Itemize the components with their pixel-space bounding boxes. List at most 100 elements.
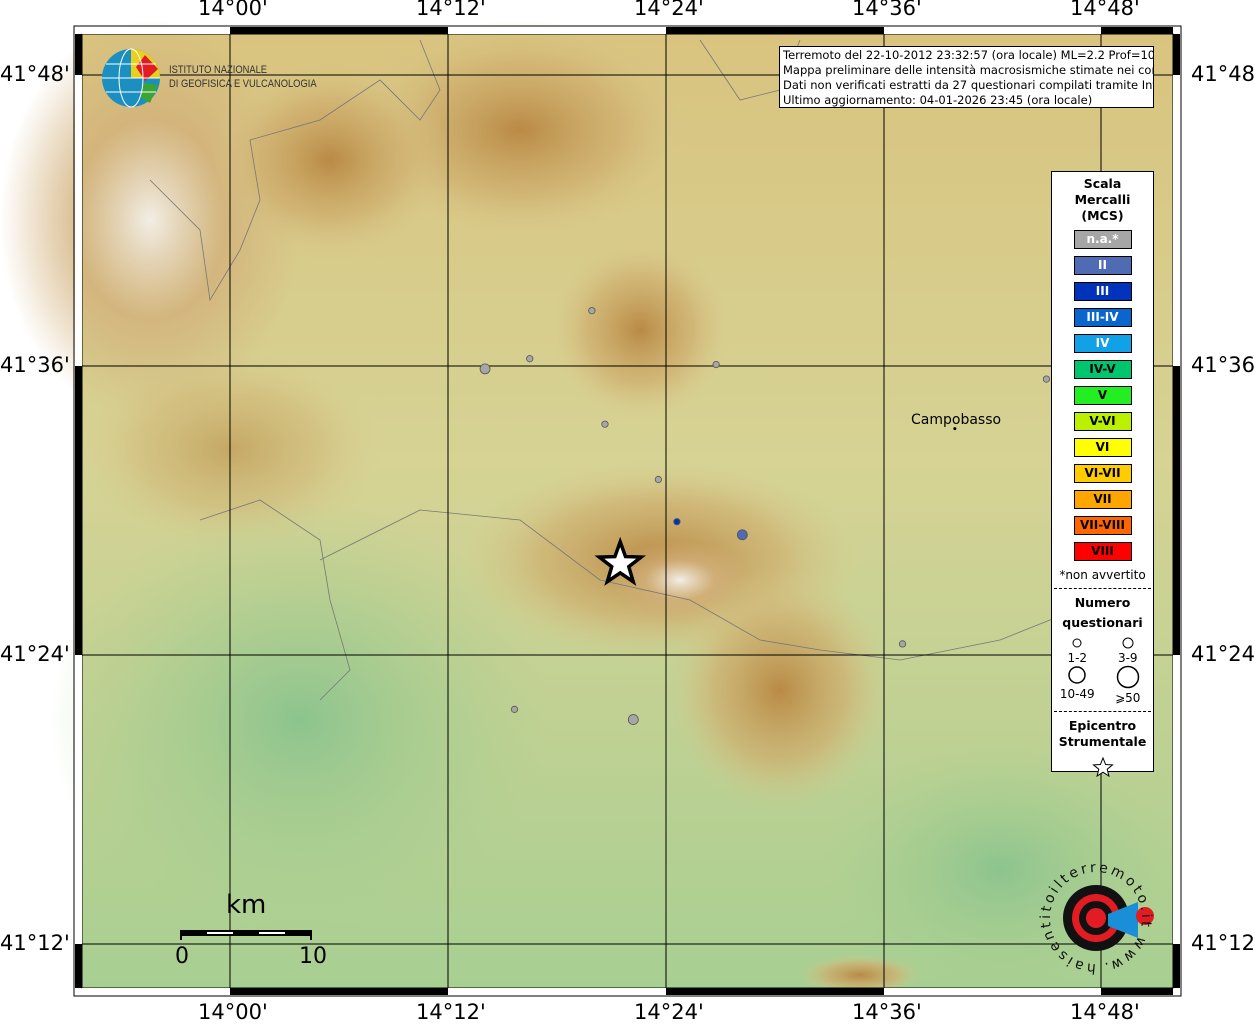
legend-title: Scala [1083, 176, 1122, 191]
lat-tick-left: 41°36' [0, 353, 70, 377]
observation-point [1042, 375, 1051, 383]
epicenter-star-icon [594, 536, 646, 586]
mcs-swatch: IV [1073, 334, 1132, 353]
observation-point [736, 529, 748, 541]
scale-bar [180, 930, 312, 940]
lon-tick-top: 14°00' [198, 0, 268, 20]
frame-band [448, 27, 666, 34]
info-line: Terremoto del 22-10-2012 23:32:57 (ora l… [783, 48, 1154, 62]
epicenter-title: Strumentale [1058, 734, 1147, 749]
lon-tick-bottom: 14°24' [634, 1000, 704, 1024]
mcs-scale: n.a.* II III III-IV IV IV-V V V-VI VI VI-VII VII VI… [1052, 230, 1153, 561]
lon-tick-top: 14°24' [634, 0, 704, 20]
divider [1054, 711, 1151, 712]
observation-point [510, 705, 519, 713]
place-marker-campobasso [953, 427, 957, 431]
scale-unit: km [226, 890, 267, 920]
lat-tick-right: 41°24' [1191, 642, 1255, 666]
observation-point [479, 363, 491, 375]
lat-tick-left: 41°48' [0, 62, 70, 86]
count-title: questionari [1062, 615, 1143, 630]
ingv-logo-text: ISTITUTO NAZIONALE DI GEOFISICA E VULCANO… [169, 63, 317, 91]
mcs-swatch: III [1073, 282, 1132, 301]
lon-tick-top: 14°48' [1070, 0, 1140, 20]
observation-point [898, 640, 907, 648]
ingv-line2: DI GEOFISICA E VULCANOLOGIA [169, 78, 317, 90]
frame-band [884, 988, 1101, 995]
count-label: ⩾50 [1115, 691, 1141, 705]
legend: Scala Mercalli (MCS) n.a.* II III III-IV IV I… [1051, 171, 1154, 778]
observation-point [601, 420, 609, 428]
lat-tick-right: 41°12' [1191, 931, 1255, 955]
divider [1054, 588, 1151, 589]
observation-point [588, 307, 596, 315]
mcs-swatch: V-VI [1073, 412, 1132, 431]
legend-note: *non avvertito [1059, 568, 1146, 582]
frame-band [75, 75, 82, 366]
lat-tick-right: 41°36' [1191, 353, 1255, 377]
frame-band [82, 988, 230, 995]
count-title: Numero [1074, 595, 1131, 610]
frame-band [75, 655, 82, 944]
frame-band [1101, 27, 1173, 34]
lon-tick-bottom: 14°12' [416, 1000, 486, 1024]
frame-band [82, 27, 230, 34]
lon-tick-bottom: 14°00' [198, 1000, 268, 1024]
frame-band [230, 988, 448, 995]
lon-tick-top: 14°12' [416, 0, 486, 20]
place-label-campobasso: Campobasso [911, 412, 1002, 428]
frame-border [73, 25, 1182, 997]
admin-boundaries [149, 39, 1101, 701]
lat-tick-right: 41°48' [1191, 62, 1255, 86]
frame-band [1101, 988, 1173, 995]
info-line: Dati non verificati estratti da 27 quest… [783, 78, 1154, 92]
mcs-swatch: n.a.* [1073, 230, 1132, 249]
frame-band [666, 27, 884, 34]
lon-tick-bottom: 14°36' [852, 1000, 922, 1024]
frame-band [1173, 75, 1180, 366]
frame-band [75, 944, 82, 988]
observation-point [654, 475, 662, 484]
ingv-logo [100, 47, 162, 113]
frame-band [1173, 34, 1180, 75]
scale-label-10: 10 [299, 944, 327, 969]
map-frame [73, 25, 1182, 997]
count-label: 3-9 [1117, 651, 1138, 665]
info-line: Ultimo aggiornamento: 04-01-2026 23:45 (… [783, 93, 1093, 107]
ingv-line1: ISTITUTO NAZIONALE [169, 64, 268, 76]
mcs-swatch: VII-VIII [1073, 516, 1132, 535]
count-label: 10-49 [1059, 687, 1095, 701]
star-icon [1091, 756, 1114, 778]
observations-layer [479, 307, 1051, 725]
frame-band [448, 988, 666, 995]
epicenter-title: Epicentro [1068, 718, 1137, 733]
lat-tick-left: 41°24' [0, 642, 70, 666]
count-sizes: 1-2 3-9 10-49 ⩾50 [1052, 637, 1153, 705]
frame-band [884, 27, 1101, 34]
frame-band [666, 988, 884, 995]
mcs-swatch: V [1073, 386, 1132, 405]
frame-band [230, 27, 448, 34]
count-label: 1-2 [1067, 651, 1088, 665]
lon-tick-bottom: 14°48' [1070, 1000, 1140, 1024]
frame-band [75, 366, 82, 655]
lat-tick-left: 41°12' [0, 931, 70, 955]
observation-point [673, 518, 681, 526]
mcs-swatch: VII [1073, 490, 1132, 509]
mcs-swatch: VIII [1073, 542, 1132, 561]
mcs-swatch: VI [1073, 438, 1132, 457]
mcs-swatch: II [1073, 256, 1132, 275]
info-line: Mappa preliminare delle intensità macros… [783, 63, 1154, 77]
observation-point [627, 714, 639, 725]
frame-band [1173, 366, 1180, 655]
frame-band [75, 34, 82, 75]
legend-title: (MCS) [1081, 208, 1124, 223]
frame-band [1173, 944, 1180, 988]
lon-tick-top: 14°36' [852, 0, 922, 20]
observation-point [712, 360, 720, 369]
mcs-swatch: III-IV [1073, 308, 1132, 327]
mcs-swatch: VI-VII [1073, 464, 1132, 483]
mcs-swatch: IV-V [1073, 360, 1132, 379]
scale-label-0: 0 [175, 944, 189, 969]
